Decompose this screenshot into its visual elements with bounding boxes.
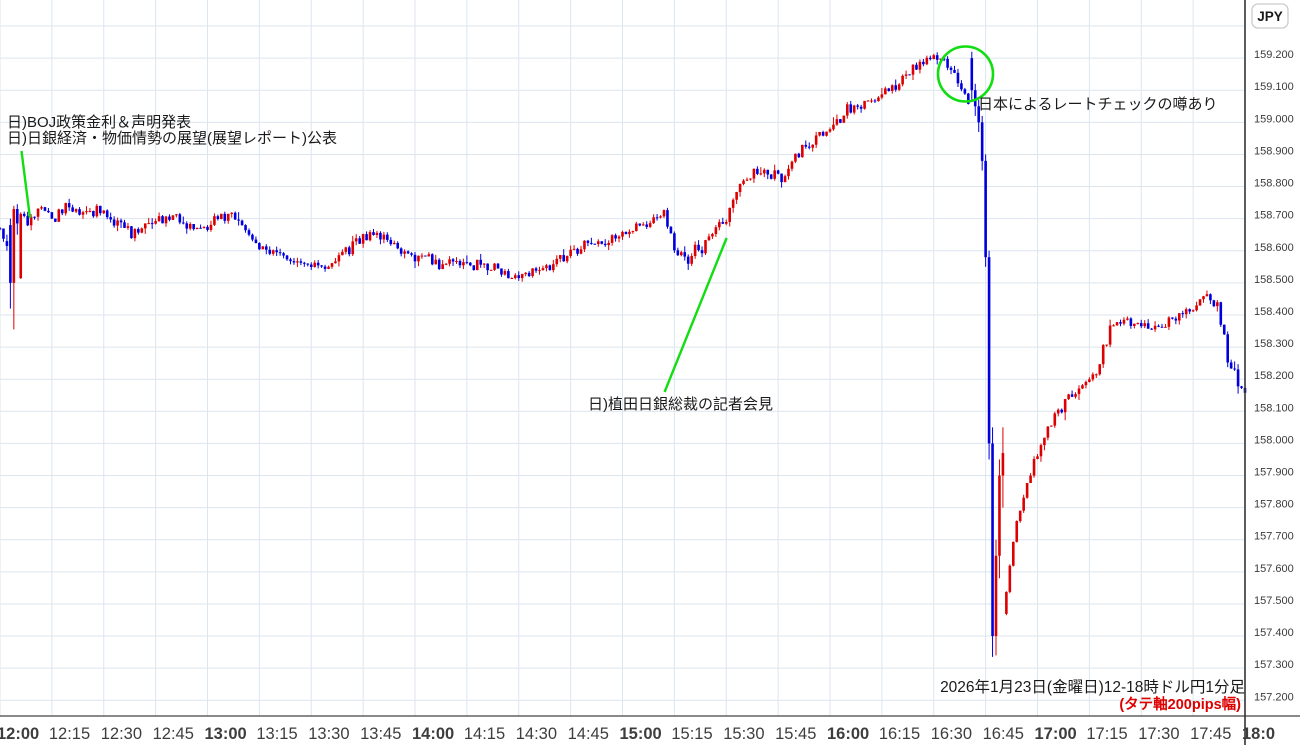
svg-text:17:15: 17:15 (1086, 725, 1127, 743)
svg-text:157.900: 157.900 (1254, 467, 1294, 479)
svg-text:14:30: 14:30 (516, 725, 557, 743)
svg-text:16:15: 16:15 (879, 725, 920, 743)
svg-text:158.300: 158.300 (1254, 338, 1294, 350)
svg-text:14:00: 14:00 (412, 725, 454, 743)
svg-text:2026年1月23日(金曜日)12-18時ドル円1分足: 2026年1月23日(金曜日)12-18時ドル円1分足 (940, 678, 1245, 696)
svg-text:13:00: 13:00 (205, 725, 247, 743)
svg-text:日)日銀経済・物価情勢の展望(展望レポート)公表: 日)日銀経済・物価情勢の展望(展望レポート)公表 (7, 130, 337, 147)
svg-text:17:00: 17:00 (1035, 725, 1077, 743)
svg-text:17:30: 17:30 (1138, 725, 1179, 743)
svg-text:17:45: 17:45 (1190, 725, 1231, 743)
svg-text:159.000: 159.000 (1254, 113, 1294, 125)
svg-text:日)植田日銀総裁の記者会見: 日)植田日銀総裁の記者会見 (588, 396, 773, 413)
svg-text:12:00: 12:00 (0, 725, 39, 743)
svg-text:158.000: 158.000 (1254, 434, 1294, 446)
svg-text:15:15: 15:15 (671, 725, 712, 743)
svg-text:12:15: 12:15 (49, 725, 90, 743)
svg-text:12:45: 12:45 (153, 725, 194, 743)
svg-text:157.500: 157.500 (1254, 595, 1294, 607)
svg-text:158.200: 158.200 (1254, 370, 1294, 382)
svg-text:157.600: 157.600 (1254, 563, 1294, 575)
svg-text:日本によるレートチェックの噂あり: 日本によるレートチェックの噂あり (978, 96, 1218, 113)
svg-text:15:00: 15:00 (620, 725, 662, 743)
svg-text:158.400: 158.400 (1254, 306, 1294, 318)
svg-text:159.200: 159.200 (1254, 49, 1294, 61)
svg-text:18:0: 18:0 (1242, 725, 1275, 743)
svg-text:158.100: 158.100 (1254, 402, 1294, 414)
svg-text:16:00: 16:00 (827, 725, 869, 743)
svg-text:13:30: 13:30 (308, 725, 349, 743)
svg-text:16:30: 16:30 (931, 725, 972, 743)
svg-text:日)BOJ政策金利＆声明発表: 日)BOJ政策金利＆声明発表 (7, 113, 191, 131)
svg-text:(タテ軸200pips幅): (タテ軸200pips幅) (1119, 695, 1241, 713)
svg-text:157.200: 157.200 (1254, 691, 1294, 703)
svg-text:158.900: 158.900 (1254, 145, 1294, 157)
svg-text:16:45: 16:45 (983, 725, 1024, 743)
svg-text:12:30: 12:30 (101, 725, 142, 743)
svg-text:158.600: 158.600 (1254, 242, 1294, 254)
svg-text:14:45: 14:45 (568, 725, 609, 743)
svg-text:157.700: 157.700 (1254, 531, 1294, 543)
svg-text:157.400: 157.400 (1254, 627, 1294, 639)
svg-text:JPY: JPY (1257, 9, 1283, 24)
svg-text:157.800: 157.800 (1254, 499, 1294, 511)
svg-text:13:45: 13:45 (360, 725, 401, 743)
svg-text:158.500: 158.500 (1254, 274, 1294, 286)
svg-text:14:15: 14:15 (464, 725, 505, 743)
svg-text:157.300: 157.300 (1254, 659, 1294, 671)
svg-text:158.700: 158.700 (1254, 210, 1294, 222)
svg-text:15:30: 15:30 (723, 725, 764, 743)
svg-text:158.800: 158.800 (1254, 178, 1294, 190)
svg-text:159.100: 159.100 (1254, 81, 1294, 93)
svg-text:15:45: 15:45 (775, 725, 816, 743)
svg-text:13:15: 13:15 (256, 725, 297, 743)
